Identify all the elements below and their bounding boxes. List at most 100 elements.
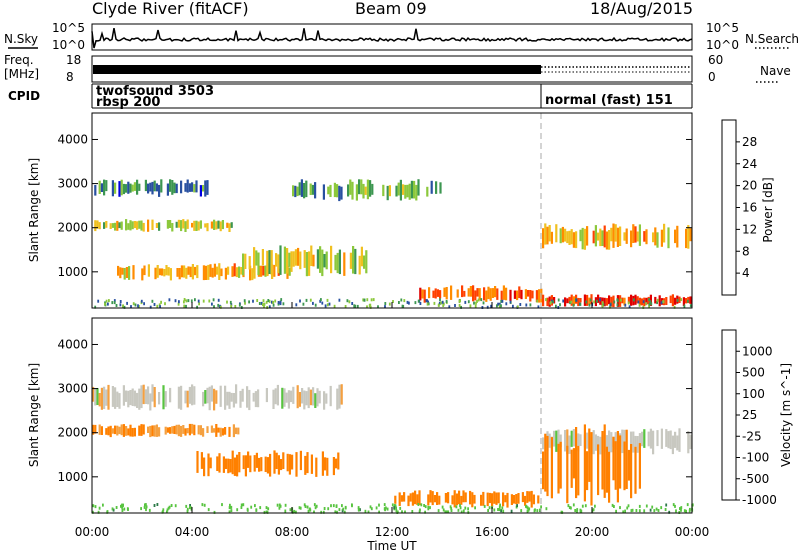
heatmap-cell: [642, 300, 645, 304]
heatmap-cell: [596, 299, 598, 303]
heatmap-cell: [656, 232, 659, 248]
heatmap-cell: [529, 303, 532, 307]
heatmap-cell: [265, 388, 268, 403]
heatmap-cell: [467, 510, 470, 514]
heatmap-cell: [464, 506, 467, 510]
heatmap-cell: [291, 454, 294, 470]
heatmap-cell: [228, 223, 231, 232]
heatmap-cell: [437, 509, 440, 513]
heatmap-cell: [177, 302, 180, 306]
heatmap-cell: [445, 287, 448, 300]
heatmap-cell: [151, 299, 154, 303]
heatmap-cell: [160, 179, 163, 193]
heatmap-cell: [180, 265, 183, 278]
heatmap-cell: [220, 268, 223, 277]
heatmap-cell: [572, 303, 575, 307]
heatmap-cell: [149, 182, 152, 192]
noise-tick-left-high: 10^5: [52, 21, 85, 35]
heatmap-cell: [674, 431, 677, 448]
heatmap-cell: [202, 391, 205, 407]
heatmap-cell: [186, 390, 189, 408]
heatmap-cell: [164, 391, 167, 407]
heatmap-cell: [121, 267, 124, 275]
heatmap-cell: [338, 384, 341, 409]
heatmap-cell: [280, 298, 283, 302]
heatmap-cell: [277, 301, 280, 304]
heatmap-cell: [305, 298, 308, 302]
heatmap-cell: [235, 267, 238, 278]
heatmap-cell: [309, 183, 312, 195]
heatmap-cell: [215, 390, 218, 404]
heatmap-cell: [309, 507, 311, 511]
y-tick-label: 4000: [57, 337, 88, 351]
heatmap-cell: [249, 455, 252, 473]
heatmap-cell: [122, 304, 124, 308]
heatmap-cell: [588, 297, 591, 306]
heatmap-cell: [174, 299, 177, 303]
heatmap-cell: [136, 221, 139, 230]
heatmap-cell: [125, 219, 128, 231]
heatmap-cell: [231, 266, 234, 277]
colorbar-tick-label: 16: [742, 201, 757, 215]
heatmap-cell: [586, 432, 589, 449]
heatmap-cell: [363, 255, 366, 269]
heatmap-cell: [462, 490, 465, 503]
heatmap-cell: [665, 429, 668, 447]
heatmap-cell: [645, 297, 648, 305]
heatmap-cell: [638, 433, 641, 449]
heatmap-cell: [429, 490, 432, 503]
heatmap-cell: [409, 493, 412, 502]
heatmap-cell: [575, 231, 578, 249]
heatmap-cell: [572, 448, 575, 479]
heatmap-cell: [441, 300, 444, 304]
heatmap-cell: [322, 510, 325, 514]
heatmap-cell: [575, 298, 578, 302]
heatmap-cell: [638, 297, 641, 306]
power-panel: 1000 2000 3000 4000 Slant Range [km]: [27, 112, 693, 309]
heatmap-cell: [480, 494, 483, 506]
heatmap-cell: [669, 430, 672, 450]
heatmap-cell: [427, 302, 430, 306]
heatmap-cell: [109, 425, 112, 438]
heatmap-cell: [287, 390, 290, 409]
heatmap-cell: [121, 509, 124, 512]
heatmap-cell: [275, 253, 278, 267]
heatmap-cell: [213, 510, 216, 514]
heatmap-cell: [127, 181, 130, 194]
heatmap-cell: [509, 300, 512, 304]
heatmap-cell: [645, 302, 648, 306]
heatmap-cell: [303, 250, 306, 268]
heatmap-cell: [282, 452, 285, 469]
heatmap-cell: [574, 509, 577, 512]
heatmap-cell: [540, 505, 542, 509]
x-tick-label: 08:00: [275, 525, 310, 539]
heatmap-cell: [188, 386, 191, 404]
heatmap-cell: [400, 495, 403, 502]
heatmap-cell: [584, 504, 587, 508]
velocity-y-ticks: 1000 2000 3000 4000: [57, 337, 692, 484]
heatmap-cell: [620, 298, 622, 302]
heatmap-cell: [416, 494, 419, 505]
heatmap-cell: [633, 298, 635, 302]
heatmap-cell: [338, 298, 341, 302]
heatmap-cell: [318, 390, 321, 404]
heatmap-cell: [557, 298, 560, 302]
heatmap-cell: [231, 450, 234, 475]
heatmap-cell: [444, 510, 447, 514]
heatmap-cell: [196, 451, 199, 473]
heatmap-cell: [131, 221, 134, 230]
heatmap-cell: [532, 494, 535, 505]
heatmap-cell: [336, 510, 338, 514]
heatmap-cell: [447, 510, 450, 514]
heatmap-cell: [197, 425, 200, 435]
heatmap-cell: [322, 184, 325, 200]
heatmap-cell: [92, 424, 95, 435]
heatmap-cell: [304, 505, 307, 508]
heatmap-cell: [158, 184, 161, 197]
heatmap-cell: [184, 428, 187, 436]
heatmap-cell: [544, 223, 547, 245]
heatmap-cell: [495, 492, 498, 505]
heatmap-cell: [321, 451, 324, 476]
heatmap-cell: [572, 503, 575, 507]
heatmap-cell: [472, 285, 475, 302]
